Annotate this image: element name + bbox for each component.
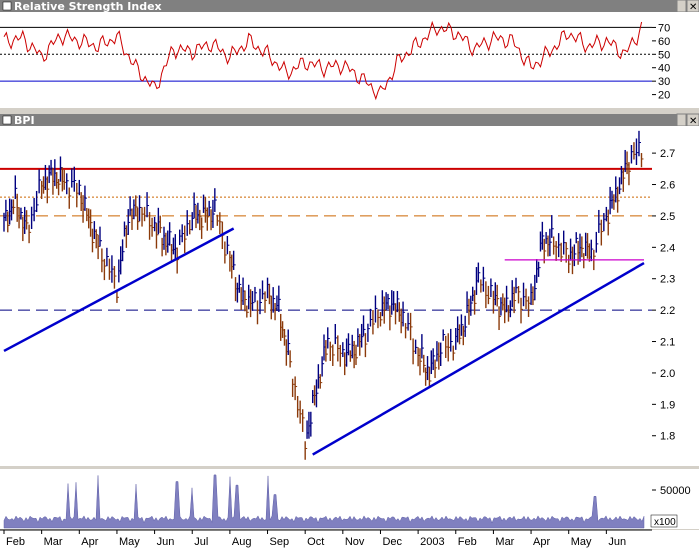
month-label: Aug bbox=[232, 536, 252, 548]
price-y-tick-label: 2.4 bbox=[660, 242, 675, 254]
price-y-tick-label: 2.3 bbox=[660, 274, 675, 286]
month-label: Jul bbox=[194, 536, 208, 548]
rsi-title: Relative Strength Index bbox=[14, 0, 162, 13]
price-title: BPI bbox=[14, 114, 35, 127]
month-label: Sep bbox=[270, 536, 290, 548]
panel-icon bbox=[2, 1, 12, 11]
volume-area bbox=[3, 474, 645, 529]
price-y-tick-label: 2.6 bbox=[660, 180, 675, 192]
month-label: Jun bbox=[157, 536, 175, 548]
panel-icon bbox=[2, 115, 12, 125]
price-y-tick-label: 2.2 bbox=[660, 305, 675, 317]
svg-text:✕: ✕ bbox=[689, 116, 697, 127]
price-panel: BPI ✕ 1.8 1.9 2.0 2.1 2.2 2.3 2.4 2.5 2.6 2.7 bbox=[0, 113, 699, 466]
rsi-titlebar bbox=[0, 0, 686, 12]
month-label: Nov bbox=[345, 536, 365, 548]
volume-unit-label: x100 bbox=[654, 517, 676, 528]
price-y-tick-label: 2.7 bbox=[660, 148, 675, 160]
price-layer: 1.8 1.9 2.0 2.1 2.2 2.3 2.4 2.5 2.6 2.7 bbox=[0, 130, 675, 460]
month-labels: Feb Mar Apr May Jun Jul Aug Sep Oct Nov Dec 2003 Feb… bbox=[3, 530, 626, 548]
rsi-y-tick-label: 60 bbox=[658, 36, 670, 48]
rsi-axis-area bbox=[652, 12, 699, 108]
price-y-tick-label: 2.5 bbox=[660, 211, 675, 223]
rsi-y-tick-label: 70 bbox=[658, 22, 670, 34]
month-label: May bbox=[571, 536, 592, 548]
svg-text:✕: ✕ bbox=[689, 2, 697, 13]
price-y-tick-label: 1.8 bbox=[660, 431, 675, 443]
month-label: Feb bbox=[6, 536, 25, 548]
x-axis: Feb Mar Apr May Jun Jul Aug Sep Oct Nov Dec 2003 Feb… bbox=[0, 529, 699, 548]
volume-y-tick-label: 50000 bbox=[660, 485, 691, 497]
price-axis-area bbox=[652, 126, 699, 466]
month-label: Mar bbox=[495, 536, 514, 548]
trendline bbox=[3, 227, 235, 353]
price-y-tick-label: 2.1 bbox=[660, 337, 675, 349]
rsi-y-tick-label: 20 bbox=[658, 90, 670, 102]
rsi-y-tick-label: 40 bbox=[658, 63, 670, 75]
rsi-y-tick-label: 30 bbox=[658, 76, 670, 88]
month-label: Apr bbox=[533, 536, 550, 548]
volume-layer: 50000 bbox=[3, 474, 691, 529]
month-label: Mar bbox=[44, 536, 63, 548]
month-label: 2003 bbox=[420, 536, 444, 548]
month-label: May bbox=[119, 536, 140, 548]
month-label: Oct bbox=[307, 536, 324, 548]
rsi-series-line bbox=[3, 20, 643, 101]
month-label: Dec bbox=[382, 536, 402, 548]
restore-icon[interactable] bbox=[676, 0, 687, 13]
price-plot-area bbox=[0, 126, 652, 466]
trendline bbox=[312, 261, 645, 456]
unit-box bbox=[650, 514, 678, 528]
price-y-tick-label: 2.0 bbox=[660, 368, 675, 380]
rsi-y-tick-label: 50 bbox=[658, 49, 670, 61]
restore-icon[interactable] bbox=[676, 113, 687, 127]
price-y-tick-label: 1.9 bbox=[660, 399, 675, 411]
month-label: Apr bbox=[81, 536, 98, 548]
volume-panel: 50000 x100 bbox=[0, 469, 699, 529]
rsi-plot-area bbox=[0, 12, 652, 108]
month-label: Feb bbox=[458, 536, 477, 548]
price-titlebar bbox=[0, 114, 686, 126]
month-label: Jun bbox=[608, 536, 626, 548]
